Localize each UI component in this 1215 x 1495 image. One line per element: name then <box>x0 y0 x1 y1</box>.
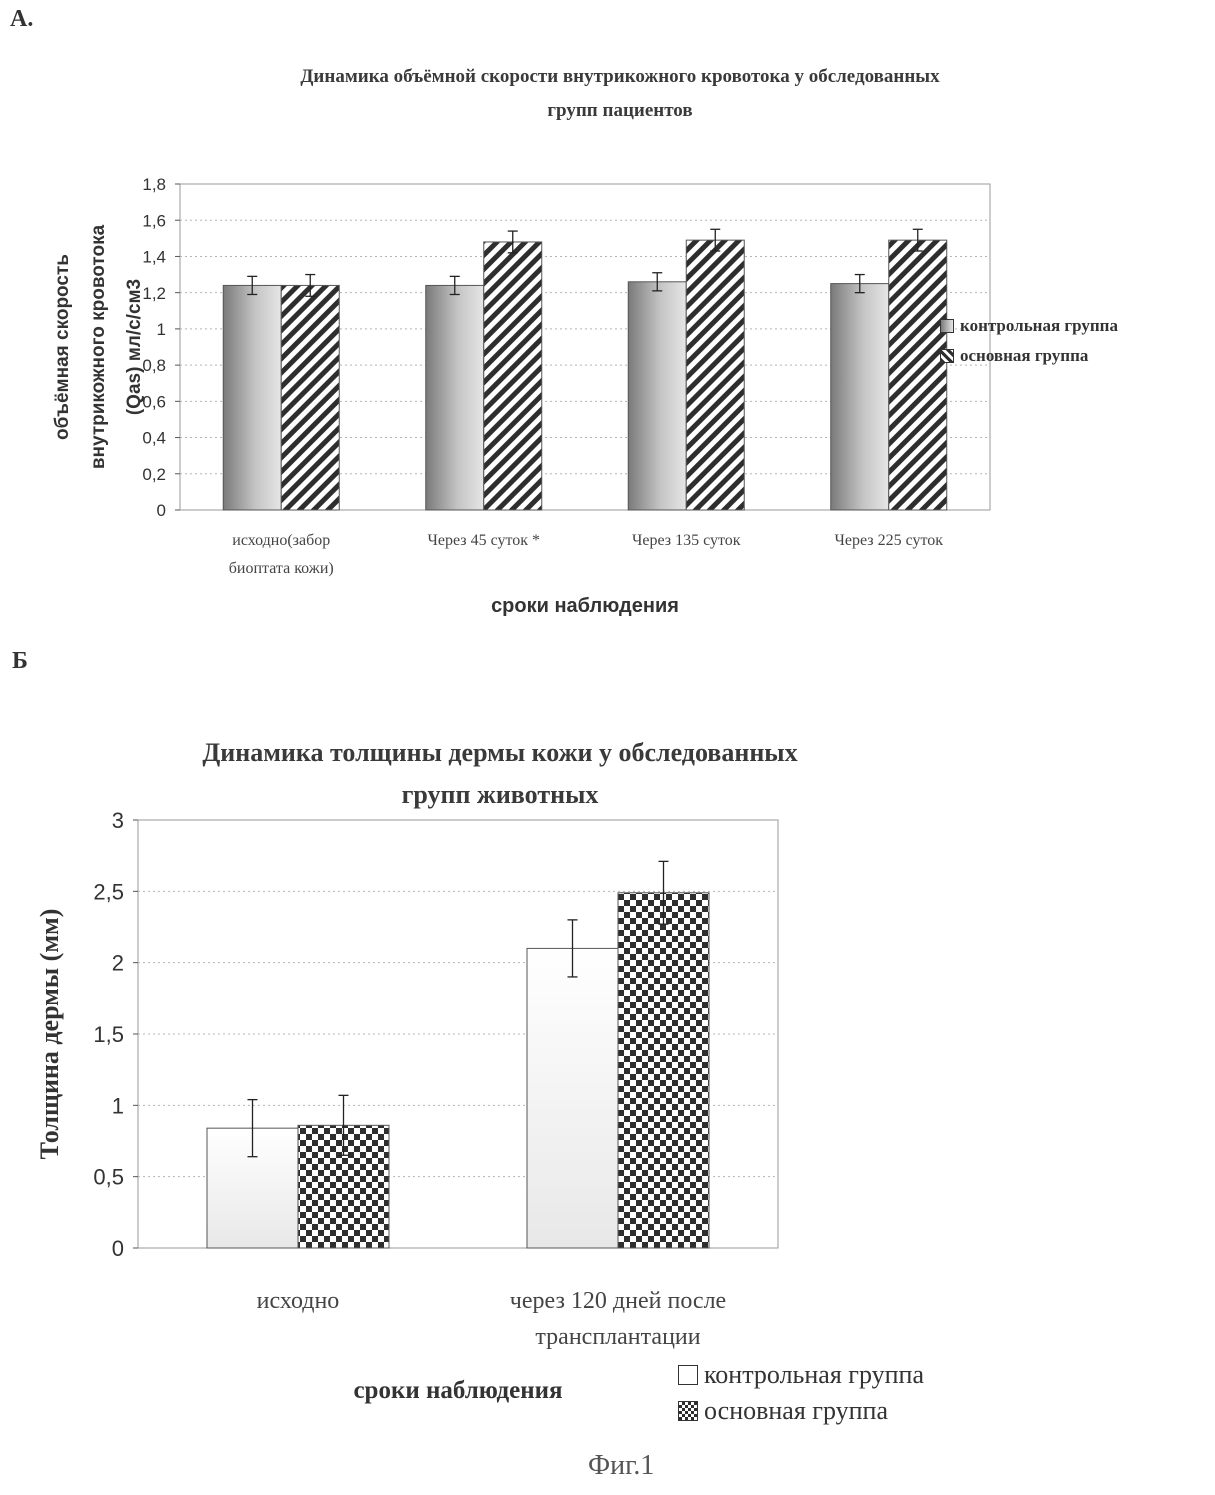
legend-a-item-control: контрольная группа <box>940 316 1118 336</box>
legend-swatch-empty-icon <box>678 1365 698 1385</box>
y-tick-label: 0,4 <box>142 429 166 448</box>
legend-swatch-diagonal-icon <box>940 349 954 363</box>
x-tick-label: исходно(забор <box>232 532 330 549</box>
y-tick-label: 2 <box>112 951 124 976</box>
y-axis-label: Толщина дермы (мм) <box>35 909 64 1160</box>
y-tick-label: 0,5 <box>93 1165 124 1190</box>
bar <box>686 240 744 510</box>
y-tick-label: 1 <box>157 320 166 339</box>
y-tick-label: 2,5 <box>93 879 124 904</box>
x-tick-label: Через 45 суток * <box>427 532 540 549</box>
legend-b-label-main: основная группа <box>704 1396 888 1426</box>
x-tick-label: через 120 дней после <box>510 1288 726 1314</box>
x-tick-label: исходно <box>257 1288 340 1314</box>
x-tick-label: Через 225 суток <box>834 532 943 549</box>
y-tick-label: 0,6 <box>142 392 166 411</box>
y-tick-label: 3 <box>112 808 124 833</box>
y-tick-label: 1,6 <box>142 211 166 230</box>
bar <box>484 242 542 510</box>
bar <box>426 285 484 510</box>
legend-swatch-gradient-icon <box>940 319 954 333</box>
x-axis-label: сроки наблюдения <box>491 595 679 617</box>
bar <box>618 893 709 1248</box>
bar <box>628 282 686 510</box>
legend-b: контрольная группа основная группа <box>678 1360 924 1426</box>
bar <box>223 285 281 510</box>
bar <box>889 240 947 510</box>
legend-a-label-control: контрольная группа <box>960 316 1118 336</box>
legend-a-item-main: основная группа <box>940 346 1118 366</box>
y-tick-label: 0 <box>157 501 166 520</box>
figure-caption: Фиг.1 <box>588 1450 654 1482</box>
bar <box>831 284 889 510</box>
y-axis-label: объёмная скорость <box>52 254 73 440</box>
y-tick-label: 1,8 <box>142 175 166 194</box>
bar <box>527 948 618 1248</box>
legend-a: контрольная группа основная группа <box>940 316 1118 366</box>
chart-b: 0 0,5 1 1,5 2 2,5 3 исходно через 120 дней после… <box>35 808 778 1404</box>
y-tick-label: 1 <box>112 1093 124 1118</box>
y-tick-label: 1,2 <box>142 284 166 303</box>
legend-b-item-control: контрольная группа <box>678 1360 924 1390</box>
legend-swatch-checker-icon <box>678 1401 698 1421</box>
y-tick-label: 1,4 <box>142 248 166 267</box>
bar <box>281 285 339 510</box>
x-tick-label: трансплантации <box>535 1324 700 1350</box>
y-tick-label: 0,8 <box>142 356 166 375</box>
legend-b-item-main: основная группа <box>678 1396 924 1426</box>
chart-canvas: 0 0,2 0,4 0,6 0,8 1 1,2 1,4 1,6 1,8 исходно(забор б… <box>0 0 1215 1495</box>
x-tick-label: биоптата кожи) <box>229 560 334 577</box>
legend-b-label-control: контрольная группа <box>704 1360 924 1390</box>
y-tick-label: 0 <box>112 1236 124 1261</box>
y-tick-label: 1,5 <box>93 1022 124 1047</box>
y-axis-label: (Qas) мл/с/см3 <box>124 279 145 415</box>
y-tick-label: 0,2 <box>142 465 166 484</box>
chart-a: 0 0,2 0,4 0,6 0,8 1 1,2 1,4 1,6 1,8 исходно(забор б… <box>52 175 990 617</box>
y-axis-label: внутрикожного кровотока <box>88 224 109 469</box>
legend-a-label-main: основная группа <box>960 346 1088 366</box>
x-axis-label: сроки наблюдения <box>353 1377 562 1404</box>
x-tick-label: Через 135 суток <box>632 532 741 549</box>
